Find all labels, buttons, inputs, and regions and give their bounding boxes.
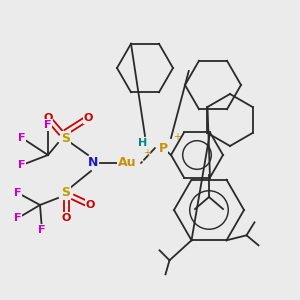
Text: S: S xyxy=(61,131,70,145)
Text: F: F xyxy=(18,160,26,170)
Text: F: F xyxy=(38,225,46,235)
Text: O: O xyxy=(43,113,53,123)
Text: F: F xyxy=(18,133,26,143)
Text: F: F xyxy=(14,213,22,223)
Text: P: P xyxy=(158,142,168,154)
Text: +: + xyxy=(173,132,181,142)
Text: O: O xyxy=(83,113,93,123)
Text: F: F xyxy=(44,120,52,130)
Text: H: H xyxy=(138,138,148,148)
Text: N: N xyxy=(88,157,98,169)
Text: O: O xyxy=(85,200,95,210)
Text: O: O xyxy=(61,213,71,223)
Text: F: F xyxy=(14,188,22,198)
Text: S: S xyxy=(61,187,70,200)
Text: Au: Au xyxy=(118,157,136,169)
Text: +: + xyxy=(143,148,151,158)
